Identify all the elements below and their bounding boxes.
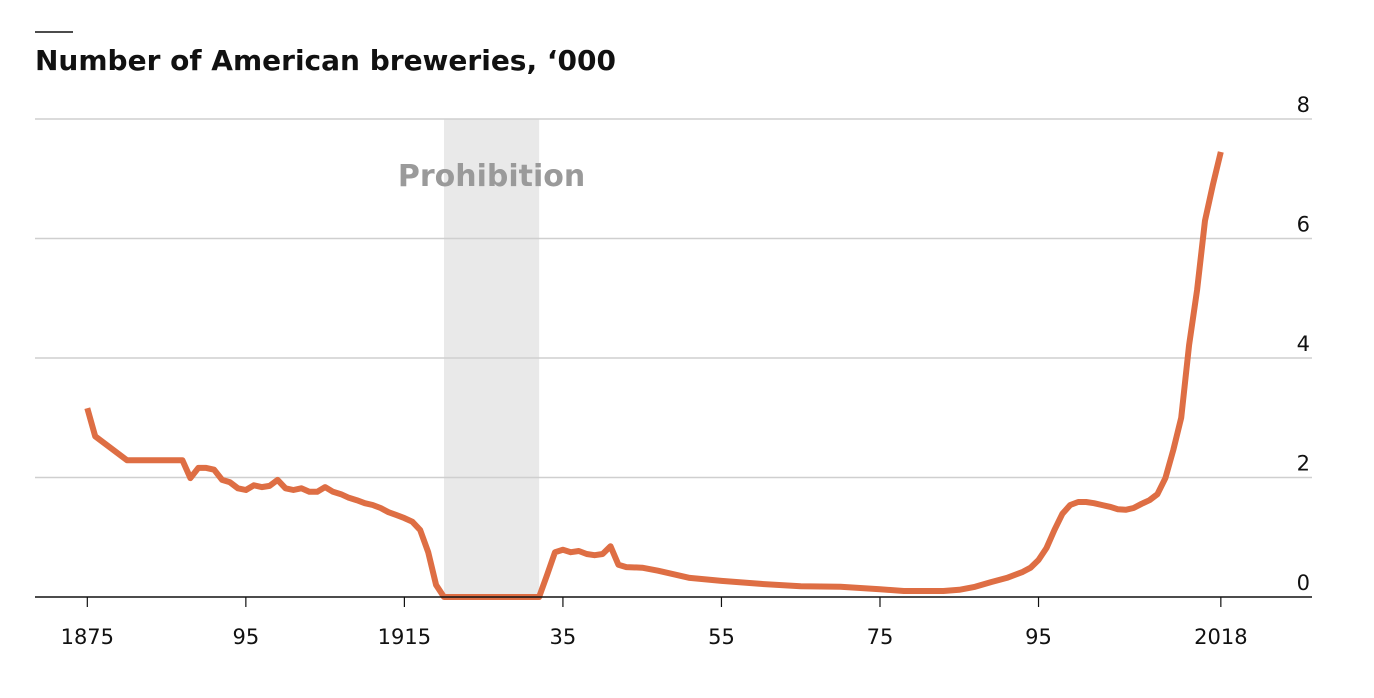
x-tick-label: 55 [708,625,735,649]
x-tick-label: 1915 [378,625,431,649]
x-tick-label: 35 [550,625,577,649]
data-line [84,151,1224,600]
shade-label: Prohibition [398,159,585,194]
y-tick-label: 6 [1297,213,1310,237]
x-tick-label: 1875 [61,625,114,649]
y-tick-label: 4 [1297,332,1310,356]
y-tick-label: 8 [1297,93,1310,117]
x-tick-label: 2018 [1194,625,1247,649]
x-tick-label: 75 [867,625,894,649]
x-tick-label: 95 [232,625,259,649]
x-tick-label: 95 [1025,625,1052,649]
y-tick-label: 2 [1297,452,1310,476]
chart-title: Number of American breweries, ‘000 [35,44,616,77]
y-tick-label: 0 [1297,571,1310,595]
